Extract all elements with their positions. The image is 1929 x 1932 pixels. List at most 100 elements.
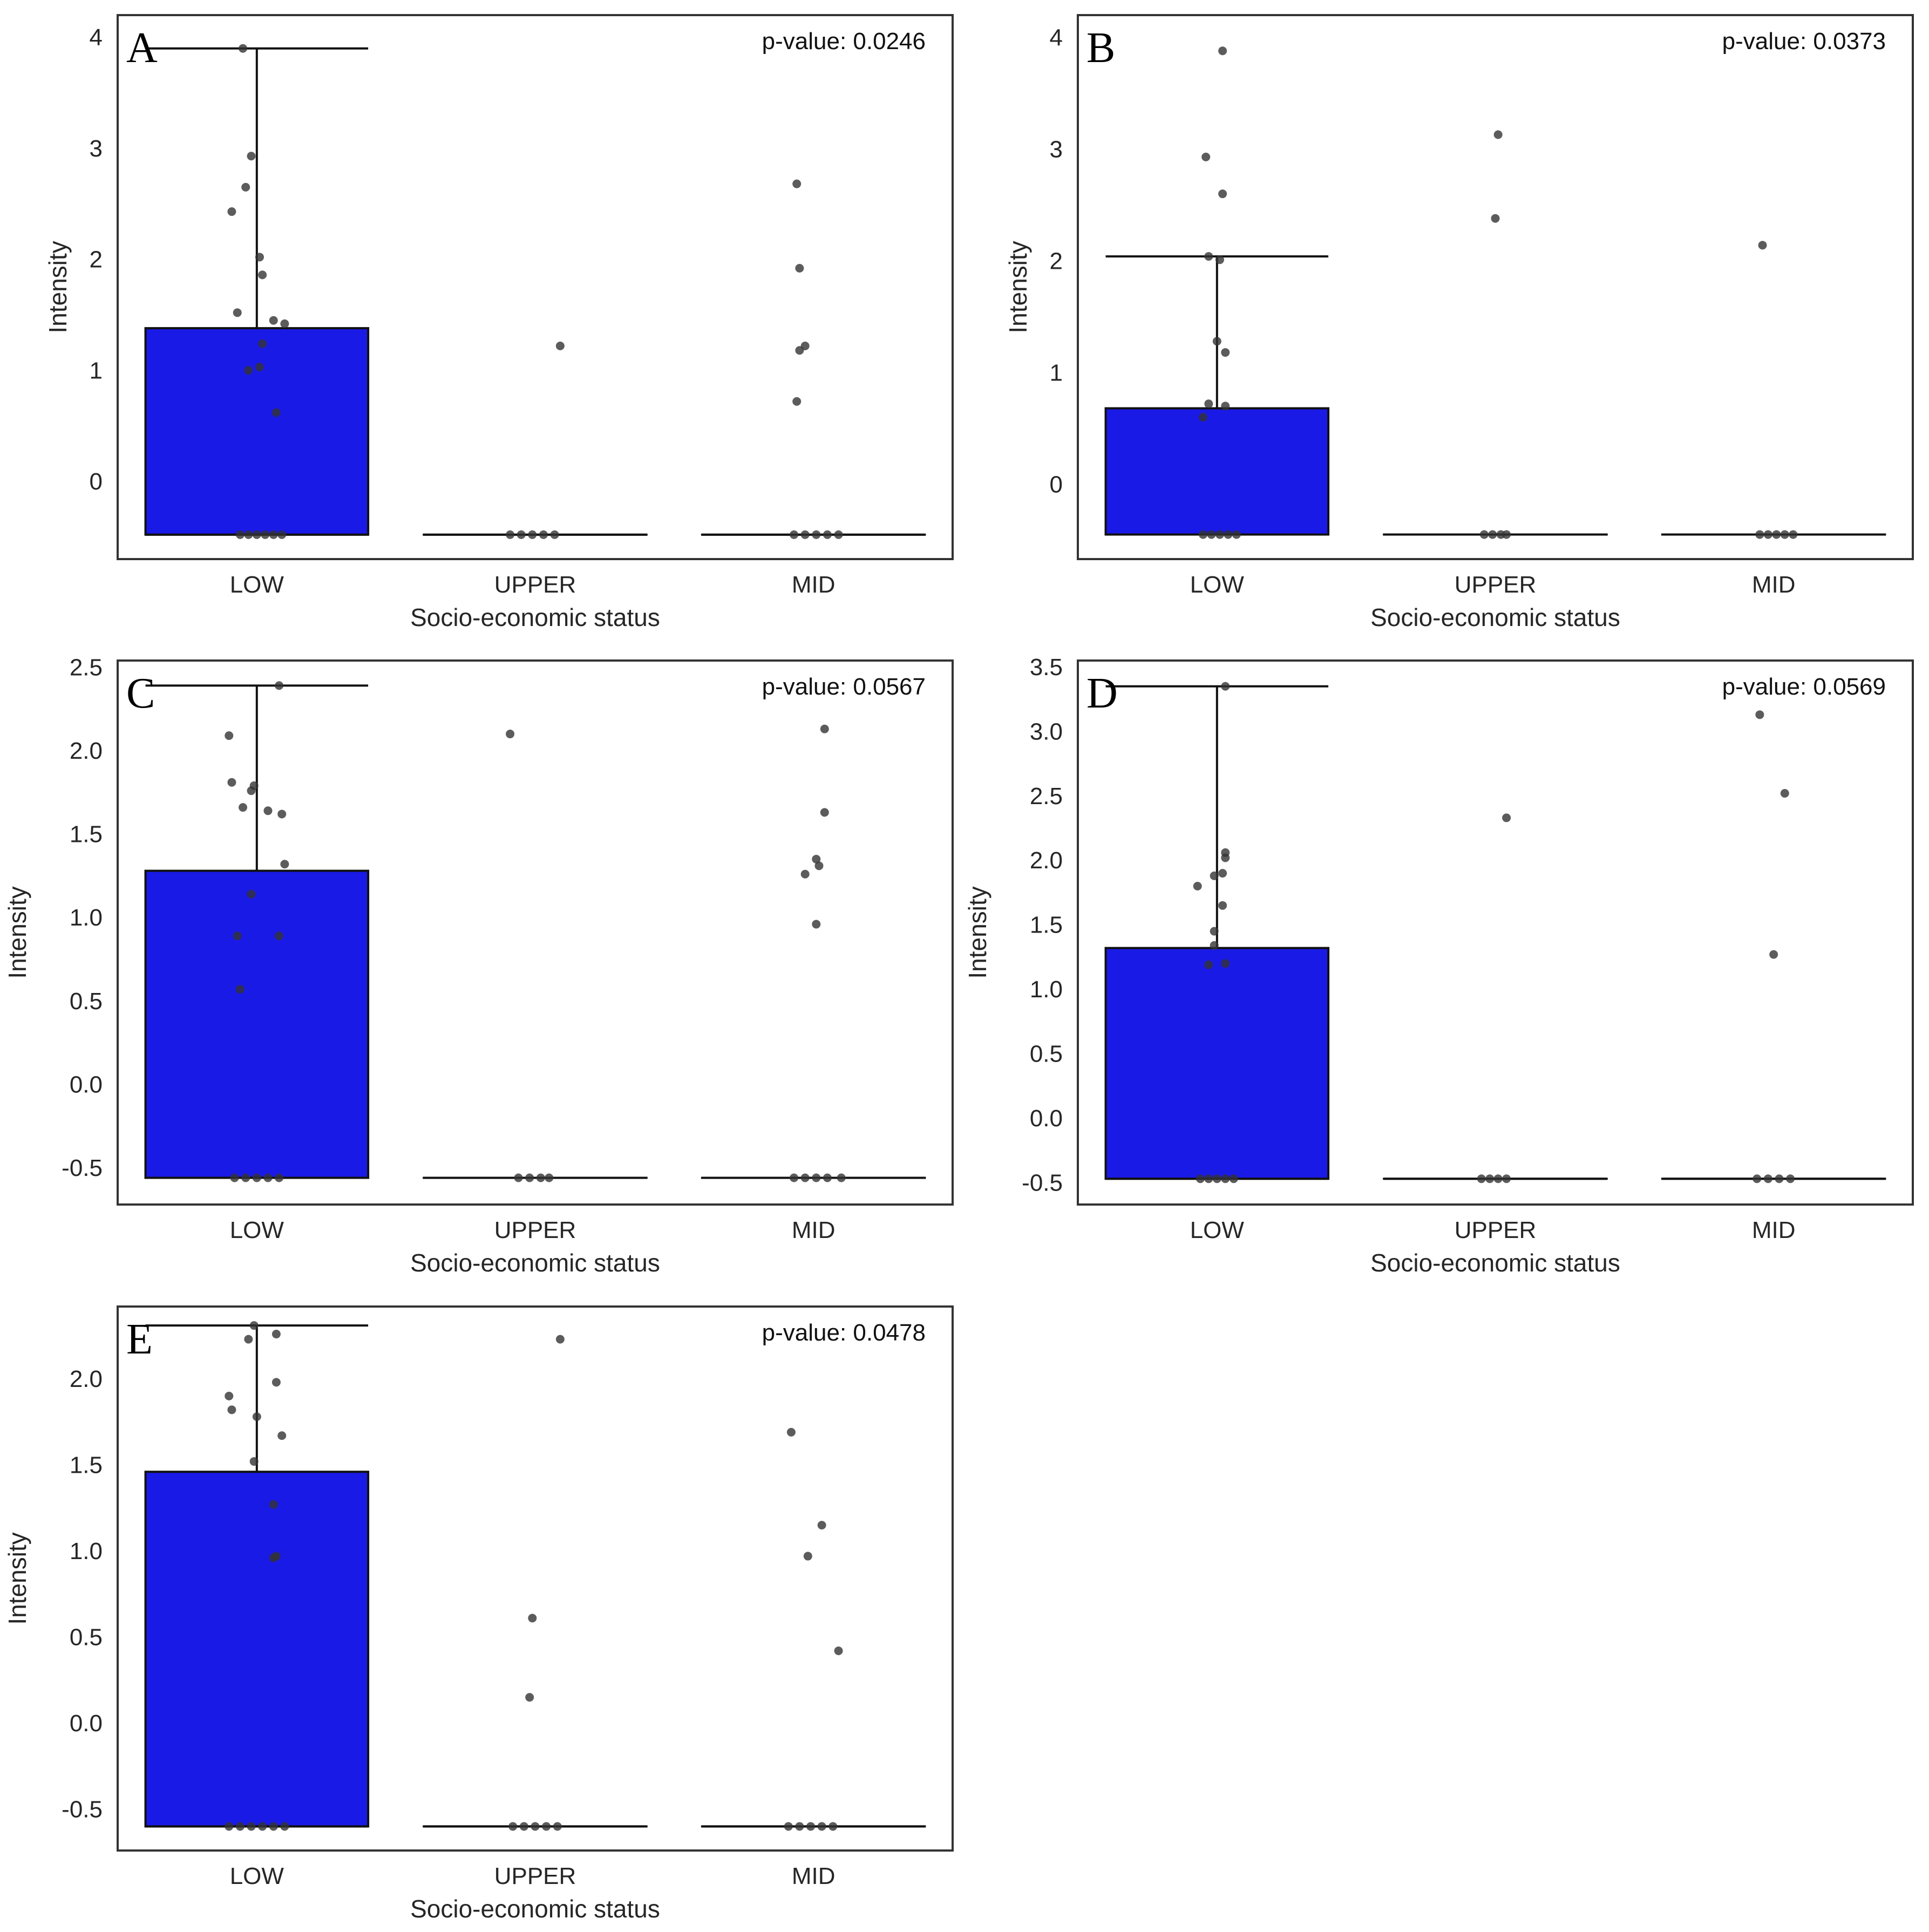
x-tick-label: UPPER xyxy=(494,1863,576,1889)
data-point xyxy=(1229,1174,1238,1183)
data-point xyxy=(1758,241,1767,250)
data-point xyxy=(277,809,287,819)
data-point xyxy=(269,1553,278,1562)
data-point xyxy=(531,1822,540,1831)
data-point xyxy=(244,1335,253,1344)
p-value-label: p-value: 0.0373 xyxy=(1722,28,1886,55)
data-point xyxy=(1786,1174,1795,1183)
y-axis-label: Intensity xyxy=(3,886,31,978)
y-tick-label: 2.5 xyxy=(1030,783,1063,809)
data-point xyxy=(1775,1174,1784,1183)
y-tick-label: -0.5 xyxy=(62,1155,103,1181)
panel-letter: C xyxy=(126,670,155,717)
data-point xyxy=(1210,941,1219,950)
data-point xyxy=(800,530,810,539)
data-point xyxy=(241,182,250,192)
plot-frame xyxy=(117,659,954,1206)
data-point xyxy=(1204,1174,1213,1183)
panel-a: 0 1 2 3 4 LOW UPPER MID Socio-economic status Int… xyxy=(44,14,954,631)
data-point xyxy=(790,530,799,539)
data-point xyxy=(1479,530,1489,539)
data-point xyxy=(252,530,261,539)
y-tick-label: 2 xyxy=(90,247,103,273)
data-point xyxy=(820,808,829,817)
y-tick-label: 4 xyxy=(90,24,103,51)
x-tick-label: LOW xyxy=(230,572,284,598)
data-point xyxy=(249,1457,259,1466)
y-tick-label: 0.0 xyxy=(70,1710,103,1737)
data-point xyxy=(545,1173,554,1182)
data-point xyxy=(519,1822,528,1831)
data-point xyxy=(263,1173,273,1182)
data-point xyxy=(1215,255,1224,264)
data-point xyxy=(834,530,843,539)
y-tick-label: 1.5 xyxy=(70,1452,103,1478)
x-tick-label: MID xyxy=(1752,1217,1796,1243)
y-tick-label: 1.0 xyxy=(70,1538,103,1564)
y-tick-label: -0.5 xyxy=(1022,1169,1063,1196)
data-point xyxy=(258,270,267,280)
box-low xyxy=(144,327,370,536)
data-point xyxy=(269,316,278,325)
data-point xyxy=(225,1391,234,1400)
y-tick-label: 3 xyxy=(90,135,103,162)
p-value-label: p-value: 0.0569 xyxy=(1722,674,1886,700)
y-tick-label: 0 xyxy=(1050,471,1063,498)
data-point xyxy=(1212,1174,1221,1183)
data-point xyxy=(263,806,273,815)
panel-b: 0 1 2 3 4 LOW UPPER MID Socio-economic status Int… xyxy=(1004,14,1914,631)
data-point xyxy=(506,730,515,739)
data-point xyxy=(1772,530,1781,539)
y-tick-label: 1 xyxy=(1050,359,1063,386)
data-point xyxy=(1232,530,1241,539)
panel-c: -0.5 0.0 0.5 1.0 1.5 2.0 2.5 LOW UPPER MID Socio-e… xyxy=(3,654,954,1277)
data-point xyxy=(247,1822,256,1831)
y-tick-label: 4 xyxy=(1050,24,1063,51)
data-point xyxy=(1221,1174,1230,1183)
plot-frame xyxy=(1077,14,1914,560)
data-point xyxy=(812,530,821,539)
data-point xyxy=(795,264,804,273)
x-tick-label: UPPER xyxy=(494,572,576,598)
data-point xyxy=(820,724,829,733)
x-axis-label: Socio-economic status xyxy=(1370,603,1620,631)
y-tick-label: 0.0 xyxy=(1030,1105,1063,1132)
data-point xyxy=(506,530,515,539)
data-point xyxy=(800,1173,810,1182)
y-axis-label: Intensity xyxy=(3,1532,31,1624)
y-tick-label: 0.5 xyxy=(1030,1041,1063,1067)
data-point xyxy=(514,1173,523,1182)
data-point xyxy=(1780,789,1789,798)
data-point xyxy=(1753,1174,1762,1183)
data-point xyxy=(1221,853,1230,862)
data-point xyxy=(1502,813,1511,822)
data-point xyxy=(795,1822,804,1831)
data-point xyxy=(1218,901,1227,910)
data-point xyxy=(258,339,267,348)
data-point xyxy=(550,530,559,539)
y-tick-label: 0 xyxy=(90,468,103,495)
data-point xyxy=(1763,530,1772,539)
data-point xyxy=(252,1412,261,1421)
data-point xyxy=(823,530,832,539)
data-point xyxy=(252,1173,261,1182)
box-low xyxy=(1104,407,1330,536)
data-point xyxy=(817,1521,826,1530)
x-tick-label: MID xyxy=(792,1863,836,1889)
y-tick-label: 2.0 xyxy=(1030,847,1063,874)
x-tick-label: MID xyxy=(1752,572,1796,598)
data-point xyxy=(1493,1174,1503,1183)
data-point xyxy=(800,869,810,879)
data-point xyxy=(271,408,281,417)
y-tick-label: 2.0 xyxy=(70,1366,103,1392)
data-point xyxy=(249,1321,259,1330)
panel-letter: E xyxy=(126,1316,153,1363)
data-point xyxy=(555,342,565,351)
data-point xyxy=(795,346,804,355)
data-point xyxy=(1218,869,1227,878)
panel-letter: B xyxy=(1086,24,1115,72)
data-point xyxy=(1204,252,1213,261)
data-point xyxy=(1215,530,1224,539)
box-low xyxy=(1104,947,1330,1180)
data-point xyxy=(1789,530,1798,539)
